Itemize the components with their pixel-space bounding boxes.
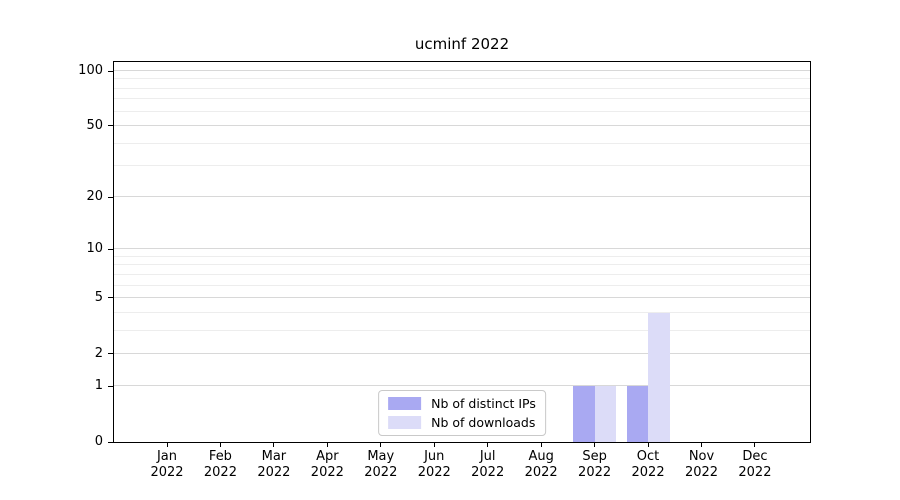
x-tick-label-line: 2022: [471, 465, 505, 480]
x-tick-label-line: Jul: [479, 449, 496, 464]
y-tick-0: [108, 441, 113, 443]
legend-label-downloads: Nb of downloads: [431, 415, 536, 430]
gridline-major-100: [114, 70, 810, 72]
plot-area: Nb of distinct IPs Nb of downloads: [113, 61, 811, 443]
gridline-minor-4: [114, 311, 810, 313]
x-tick-label-may-2022: May 2022: [346, 449, 416, 481]
x-tick-feb-2022: [219, 443, 221, 447]
x-tick-label-line: 2022: [150, 465, 184, 480]
x-tick-label-line: Oct: [636, 449, 660, 464]
legend-swatch-distinct-ips: [388, 397, 422, 410]
x-tick-label-line: 2022: [738, 465, 772, 480]
y-tick-2: [108, 353, 113, 355]
x-tick-label-line: 2022: [578, 465, 612, 480]
y-tick-label-0: 0: [94, 434, 103, 449]
gridline-minor-30: [114, 164, 810, 166]
x-tick-jun-2022: [433, 443, 435, 447]
y-tick-10: [108, 248, 113, 250]
bar-distinct-ips-sep-2022: [573, 386, 595, 442]
x-tick-label-aug-2022: Aug 2022: [506, 449, 576, 481]
x-tick-jul-2022: [487, 443, 489, 447]
legend-item-downloads: Nb of downloads: [388, 415, 536, 430]
legend-item-distinct-ips: Nb of distinct IPs: [388, 396, 536, 411]
x-tick-label-mar-2022: Mar 2022: [239, 449, 309, 481]
x-tick-label-line: 2022: [203, 465, 237, 480]
x-tick-label-line: 2022: [417, 465, 451, 480]
bar-downloads-sep-2022: [594, 386, 617, 442]
x-tick-label-apr-2022: Apr 2022: [292, 449, 362, 481]
x-tick-label-sep-2022: Sep 2022: [560, 449, 630, 481]
y-tick-5: [108, 297, 113, 299]
y-tick-label-5: 5: [94, 289, 103, 305]
gridline-minor-40: [114, 142, 810, 144]
x-tick-label-line: 2022: [364, 465, 398, 480]
bar-distinct-ips-oct-2022: [626, 386, 649, 442]
y-tick-20: [108, 196, 113, 198]
gridline-minor-7: [114, 273, 810, 275]
gridline-minor-3: [114, 329, 810, 331]
gridline-major-2: [114, 352, 810, 354]
gridline-minor-6: [114, 284, 810, 286]
legend-label-distinct-ips: Nb of distinct IPs: [431, 396, 536, 411]
x-tick-label-line: Mar: [261, 449, 287, 464]
x-tick-oct-2022: [647, 443, 649, 447]
x-tick-dec-2022: [754, 443, 756, 447]
gridline-major-5: [114, 296, 810, 298]
gridline-minor-80: [114, 87, 810, 89]
x-tick-label-line: Aug: [528, 449, 554, 464]
x-tick-aug-2022: [540, 443, 542, 447]
gridline-minor-90: [114, 78, 810, 80]
y-tick-label-10: 10: [86, 241, 103, 257]
bar-downloads-oct-2022: [648, 312, 670, 442]
gridline-minor-8: [114, 264, 810, 266]
x-tick-label-line: 2022: [684, 465, 719, 480]
x-tick-label-line: Sep: [582, 449, 607, 464]
gridline-major-50: [114, 124, 810, 126]
x-tick-label-line: Jan: [156, 449, 178, 464]
x-tick-label-jul-2022: Jul 2022: [453, 449, 523, 481]
y-tick-50: [108, 125, 113, 127]
gridline-minor-60: [114, 110, 810, 112]
gridline-minor-70: [114, 98, 810, 100]
gridline-major-20: [114, 196, 810, 198]
x-tick-label-oct-2022: Oct 2022: [613, 449, 683, 481]
x-tick-sep-2022: [594, 443, 596, 447]
x-tick-label-dec-2022: Dec 2022: [720, 449, 790, 481]
x-tick-nov-2022: [701, 443, 702, 447]
chart-title: ucminf 2022: [414, 35, 510, 53]
y-tick-label-1: 1: [94, 378, 103, 394]
x-tick-label-jun-2022: Jun 2022: [399, 449, 469, 481]
x-tick-label-line: 2022: [257, 465, 291, 480]
legend-swatch-downloads: [388, 416, 422, 429]
y-tick-label-100: 100: [78, 63, 103, 79]
x-tick-label-line: 2022: [524, 465, 558, 480]
x-tick-label-line: 2022: [631, 465, 665, 480]
x-tick-label-feb-2022: Feb 2022: [185, 449, 255, 481]
x-tick-jan-2022: [166, 443, 168, 447]
x-tick-label-line: Apr: [316, 449, 339, 464]
y-tick-label-50: 50: [86, 117, 103, 133]
x-tick-label-line: Nov: [688, 449, 715, 464]
gridline-major-1: [114, 385, 810, 387]
x-tick-may-2022: [380, 443, 382, 447]
x-tick-label-line: Feb: [208, 449, 232, 464]
gridline-minor-9: [114, 255, 810, 257]
x-tick-mar-2022: [273, 443, 275, 447]
x-tick-apr-2022: [326, 443, 328, 447]
x-tick-label-nov-2022: Nov 2022: [667, 449, 737, 481]
y-tick-1: [108, 385, 113, 387]
x-tick-label-line: May: [367, 449, 395, 464]
y-tick-label-20: 20: [86, 189, 103, 205]
legend: Nb of distinct IPs Nb of downloads: [378, 390, 546, 436]
y-tick-100: [108, 70, 113, 72]
x-tick-label-jan-2022: Jan 2022: [132, 449, 202, 481]
x-tick-label-line: 2022: [310, 465, 344, 480]
y-tick-label-2: 2: [94, 345, 103, 361]
x-tick-label-line: Dec: [742, 449, 768, 464]
x-tick-label-line: Jun: [424, 449, 445, 464]
gridline-major-10: [114, 248, 810, 250]
